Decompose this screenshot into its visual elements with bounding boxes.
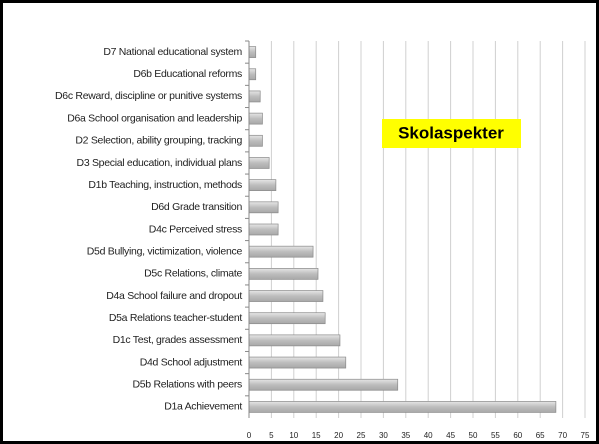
- y-tick-label: D4c Perceived stress: [149, 223, 242, 235]
- y-tick-label: D4d School adjustment: [140, 356, 243, 368]
- x-tick-label: 5: [269, 431, 274, 440]
- x-tick-label: 50: [469, 431, 478, 440]
- y-tick-label: D5d Bullying, victimization, violence: [87, 245, 243, 257]
- y-tick-label: D6a School organisation and leadership: [67, 112, 242, 124]
- x-tick-label: 45: [446, 431, 455, 440]
- bar: [248, 356, 347, 369]
- y-tick-label: D4a School failure and dropout: [106, 290, 242, 302]
- bar: [248, 179, 277, 191]
- x-tick-label: 20: [334, 431, 343, 440]
- x-tick-label: 75: [581, 431, 590, 440]
- x-tick-label: 0: [247, 431, 252, 440]
- x-tick-label: 35: [401, 431, 410, 440]
- bar: [248, 401, 557, 413]
- bar: [248, 201, 279, 214]
- bar: [248, 157, 270, 169]
- x-tick-label: 65: [536, 431, 545, 440]
- annotation-box: [382, 119, 521, 148]
- annotation: Skolaspekter: [398, 123, 504, 142]
- y-tick-label: D5c Relations, climate: [144, 268, 242, 280]
- bar: [248, 223, 279, 236]
- y-tick-label: D7 National educational system: [103, 46, 242, 58]
- y-tick-label: D1b Teaching, instruction, methods: [88, 179, 242, 191]
- bar: [248, 268, 319, 280]
- x-tick-label: 40: [424, 431, 433, 440]
- x-tick-label: 15: [312, 431, 321, 440]
- x-tick-label: 30: [379, 431, 388, 440]
- bar: [248, 134, 263, 147]
- bar: [248, 68, 257, 81]
- y-tick-label: D2 Selection, ability grouping, tracking: [75, 135, 242, 147]
- y-tick-label: D3 Special education, individual plans: [77, 157, 243, 169]
- y-tick-label: D6b Educational reforms: [133, 68, 242, 80]
- x-tick-label: 25: [357, 431, 366, 440]
- x-tick-label: 55: [491, 431, 500, 440]
- bar: [248, 334, 341, 347]
- bar: [248, 378, 399, 391]
- bar: [248, 290, 324, 302]
- y-tick-label: D5a Relations teacher-student: [109, 312, 243, 324]
- y-tick-label: D5b Relations with peers: [132, 379, 242, 391]
- bar: [248, 245, 314, 258]
- bar: [248, 312, 326, 325]
- y-tick-label: D6c Reward, discipline or punitive syste…: [55, 90, 242, 102]
- x-tick-label: 60: [513, 431, 522, 440]
- y-tick-label: D6d Grade transition: [151, 201, 242, 213]
- x-tick-label: 10: [289, 431, 298, 440]
- y-tick-label: D1c Test, grades assessment: [113, 334, 243, 346]
- y-tick-label: D1a Achievement: [164, 401, 242, 413]
- bar: [248, 46, 257, 58]
- x-tick-label: 70: [558, 431, 567, 440]
- bar: [248, 90, 261, 103]
- bar: [248, 112, 263, 125]
